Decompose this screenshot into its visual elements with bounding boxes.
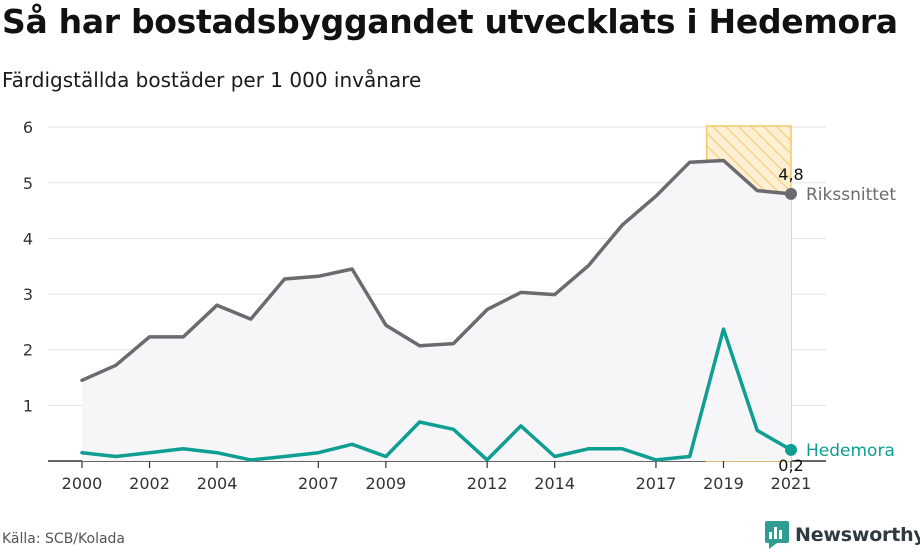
y-axis: 1 2 3 4 5 6 [23, 118, 33, 415]
end-marker-hedemora [785, 443, 797, 456]
x-tick-label: 2012 [467, 474, 508, 493]
x-tick-label: 2004 [197, 474, 238, 493]
x-tick-label: 2014 [534, 474, 575, 493]
area-fill [82, 160, 791, 461]
source-note: Källa: SCB/Kolada [2, 531, 126, 547]
x-tick-label: 2017 [636, 474, 677, 493]
brand-logo[interactable]: Newsworthy [765, 520, 920, 550]
x-tick-label: 2000 [62, 474, 103, 493]
y-tick-label: 1 [23, 396, 33, 415]
series-lines [80, 158, 797, 462]
series-name-riket: Rikssnittet [806, 185, 896, 205]
x-tick-label: 2019 [703, 474, 744, 493]
series-line-riket [80, 158, 793, 383]
y-tick-label: 6 [23, 118, 33, 137]
riket-area [82, 160, 791, 461]
end-value-hedemora: 0,2 [778, 456, 803, 475]
y-tick-label: 5 [23, 174, 33, 193]
chart-title: Så har bostadsbyggandet utvecklats i Hed… [2, 2, 898, 41]
y-tick-label: 4 [23, 229, 33, 248]
x-axis: 2000 2002 2004 2007 2009 2012 2014 2017 2019 2021 [62, 461, 812, 493]
end-value-riket: 4,8 [778, 165, 803, 184]
x-tick-label: 2009 [365, 474, 406, 493]
y-tick-label: 2 [23, 341, 33, 360]
x-tick-label: 2007 [298, 474, 339, 493]
chart-subtitle: Färdigställda bostäder per 1 000 invånar… [2, 68, 422, 92]
end-marker-riket [785, 187, 797, 200]
brand-name: Newsworthy [795, 524, 920, 546]
series-line-hedemora [80, 327, 793, 462]
x-tick-label: 2021 [771, 474, 812, 493]
newsworthy-chart-logo-icon [765, 521, 789, 549]
x-tick-label: 2002 [129, 474, 170, 493]
y-tick-label: 3 [23, 285, 33, 304]
series-name-hedemora: Hedemora [806, 441, 895, 461]
